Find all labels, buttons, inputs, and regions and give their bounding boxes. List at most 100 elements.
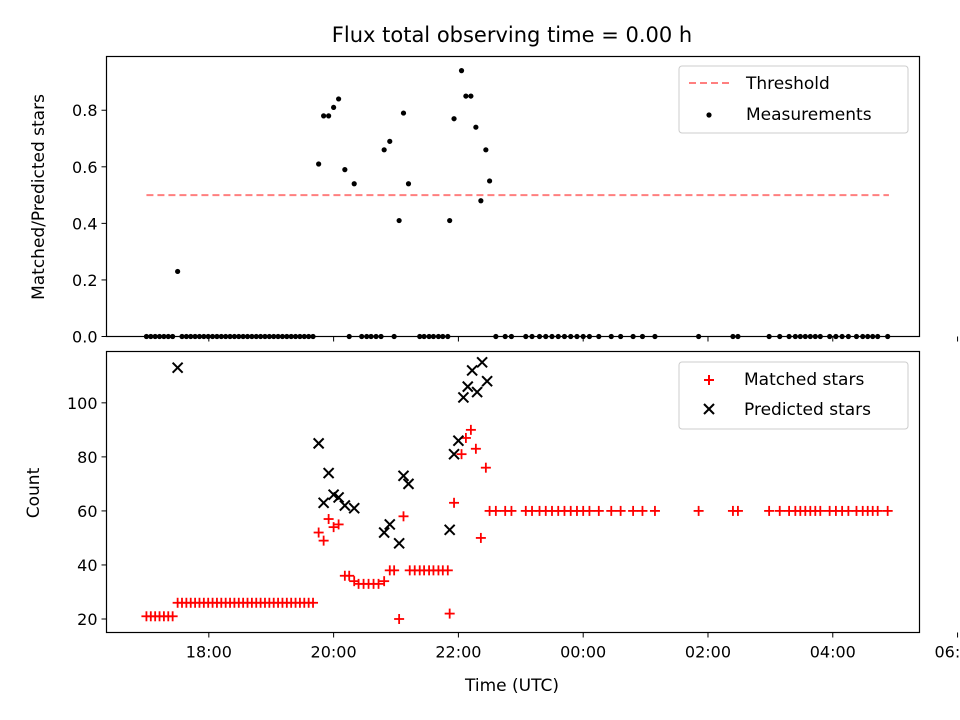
measurement-point xyxy=(487,178,493,184)
matched-star-point xyxy=(389,565,400,576)
measurement-point xyxy=(463,93,469,99)
x-tick-label: 02:00 xyxy=(685,643,731,662)
predicted-star-point xyxy=(471,386,483,398)
measurement-point xyxy=(473,124,479,130)
predicted-legend-label: Predicted stars xyxy=(744,400,871,420)
matched-star-point xyxy=(584,505,595,516)
matched-star-point xyxy=(308,597,319,608)
matched-star-point xyxy=(333,519,344,530)
bottom-legend: Matched stars Predicted stars xyxy=(678,361,909,430)
bottom-legend-box xyxy=(678,361,909,430)
predicted-star-point xyxy=(317,497,330,509)
matched-star-point xyxy=(693,505,704,516)
measurement-point xyxy=(316,161,322,167)
predicted-star-point xyxy=(397,470,410,482)
top-y-axis-label: Matched/Predicted stars xyxy=(29,94,49,300)
matched-legend-label: Matched stars xyxy=(744,370,864,390)
bottom-axis-ticks: 20 40 60 80 100 18:00 20:00 22:00 00:00 02:00 04:0… xyxy=(67,394,960,662)
bottom-y-tick-label: 80 xyxy=(77,448,97,467)
top-axis-ticks: 0.0 0.2 0.4 0.6 0.8 xyxy=(72,101,959,347)
matched-star-point xyxy=(323,514,334,525)
top-y-tick-label: 0.4 xyxy=(72,214,97,233)
predicted-star-point xyxy=(466,364,478,377)
bottom-y-tick-label: 40 xyxy=(77,556,97,575)
top-y-tick-label: 0.0 xyxy=(72,328,97,347)
predicted-star-point xyxy=(457,391,470,404)
bottom-y-tick-label: 20 xyxy=(77,610,97,629)
top-y-tick-label: 0.6 xyxy=(72,158,97,177)
measurement-point xyxy=(331,104,337,111)
matched-star-point xyxy=(774,505,785,516)
measurements-legend-handle xyxy=(706,112,712,118)
matched-star-point xyxy=(318,535,329,546)
measurement-point xyxy=(336,96,342,102)
predicted-star-point xyxy=(452,434,465,447)
matched-legend-handle xyxy=(704,375,714,385)
bottom-y-axis-label: Count xyxy=(24,467,44,518)
bottom-y-tick-label: 100 xyxy=(67,394,98,413)
x-axis-label: Time (UTC) xyxy=(464,676,559,696)
measurement-point xyxy=(447,217,453,224)
x-tick-label: 22:00 xyxy=(435,643,481,662)
top-legend: Threshold Measurements xyxy=(678,65,909,134)
measurement-point xyxy=(468,93,474,99)
matched-star-point xyxy=(449,497,460,508)
measurement-point xyxy=(396,217,402,224)
measurement-point xyxy=(381,147,387,153)
matched-star-point xyxy=(444,608,455,619)
bottom-axes-frame xyxy=(105,350,921,634)
predicted-star-point xyxy=(348,502,360,514)
matched-star-point xyxy=(628,505,639,516)
predicted-star-point xyxy=(384,518,396,531)
measurement-point xyxy=(400,110,407,116)
measurement-point xyxy=(342,167,348,173)
predicted-star-point xyxy=(378,526,390,539)
matched-star-point xyxy=(490,505,501,516)
predicted-legend-handle xyxy=(703,403,715,415)
predicted-star-point xyxy=(312,437,325,450)
matched-star-point xyxy=(442,565,453,576)
matched-star-point xyxy=(606,505,617,516)
measurement-point xyxy=(405,181,412,187)
measurement-point xyxy=(321,113,327,119)
matched-star-point xyxy=(394,613,405,624)
matched-star-point xyxy=(615,505,626,516)
predicted-star-point xyxy=(448,448,460,460)
bottom-plot-area xyxy=(141,356,893,624)
matched-star-point xyxy=(764,505,775,516)
predicted-star-point xyxy=(402,478,415,490)
x-tick-label: 06:00 xyxy=(935,643,960,662)
matched-star-point xyxy=(637,505,648,516)
predicted-star-point xyxy=(443,524,456,536)
measurement-point xyxy=(478,198,484,204)
top-plot-title: Flux total observing time = 0.00 h xyxy=(332,23,692,47)
top-legend-box xyxy=(678,65,909,134)
measurement-point xyxy=(175,268,181,275)
matched-star-point xyxy=(398,511,409,522)
predicted-star-point xyxy=(393,537,405,550)
matched-star-point xyxy=(344,570,355,581)
threshold-legend-label: Threshold xyxy=(745,74,830,94)
measurement-point xyxy=(451,116,457,122)
matched-star-point xyxy=(470,443,481,454)
measurement-point xyxy=(483,147,489,153)
matched-star-point xyxy=(373,578,384,589)
measurement-point xyxy=(351,181,357,187)
matched-star-point xyxy=(379,576,390,587)
predicted-star-point xyxy=(476,356,488,369)
measurement-point xyxy=(326,113,332,119)
matched-star-point xyxy=(167,611,178,622)
matched-star-point xyxy=(649,505,660,516)
predicted-star-point xyxy=(462,380,474,393)
matched-star-point xyxy=(475,532,486,543)
top-y-tick-label: 0.2 xyxy=(72,271,97,290)
x-tick-label: 00:00 xyxy=(560,643,606,662)
matched-star-point xyxy=(593,505,604,516)
matched-star-point xyxy=(882,505,893,516)
measurements-legend-label: Measurements xyxy=(746,105,872,125)
measurement-point xyxy=(458,68,465,74)
x-tick-label: 04:00 xyxy=(810,643,856,662)
matched-star-point xyxy=(456,449,467,460)
predicted-star-point xyxy=(171,362,184,374)
matched-star-point xyxy=(815,505,826,516)
